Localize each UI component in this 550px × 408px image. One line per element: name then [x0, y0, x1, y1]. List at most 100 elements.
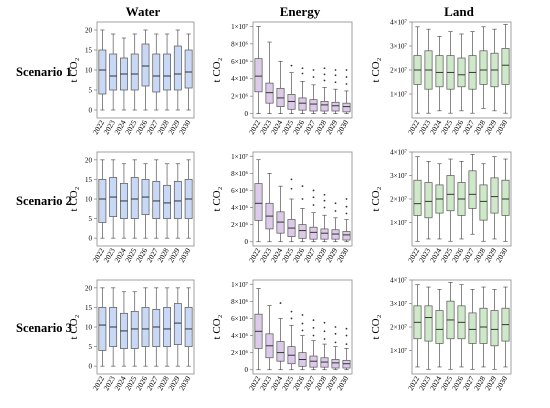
energy-s1-outlier	[323, 73, 326, 76]
energy-s1-outlier	[345, 83, 348, 85]
water-s1-ytick-label: 20	[85, 27, 93, 35]
energy-s1-box	[254, 58, 263, 93]
energy-s3-outlier	[345, 343, 348, 345]
energy-s3-outlier	[312, 319, 315, 322]
energy-s1-outlier	[290, 64, 293, 67]
energy-s2-ytick-label: 6×10⁶	[231, 187, 248, 195]
water-s3-ylabel: t CO₂	[68, 314, 80, 339]
land-s3-ylabel: t CO₂	[370, 314, 382, 339]
land-s3-box	[479, 307, 488, 344]
energy-s1-xtick-label: 2030	[335, 118, 350, 136]
energy-s3-ytick-label: 8×10⁶	[231, 298, 248, 306]
land-s2-ylabel: t CO₂	[370, 186, 382, 211]
land-s2-box	[413, 179, 422, 216]
energy-s1-outlier	[323, 67, 326, 70]
land-s3-box	[468, 312, 477, 344]
energy-s2-outlier	[334, 210, 337, 212]
water-s2-ytick-label: 20	[85, 156, 93, 164]
water-s1-box	[163, 53, 171, 91]
energy-s1-outlier	[301, 67, 304, 70]
land-s1-xtick-label: 2030	[494, 118, 509, 136]
energy-s2-outlier	[301, 198, 304, 200]
land-s1-ytick-label: 1×10⁷	[390, 91, 407, 99]
energy-s1-ytick-label: 6×10⁶	[231, 58, 248, 66]
water-s2-ytick-label: 10	[85, 196, 93, 204]
energy-s1-ytick-label: 2×10⁶	[231, 93, 248, 101]
energy-s1-outlier	[334, 81, 337, 84]
energy-s3-outlier	[301, 314, 304, 316]
water-s1-ylabel: t CO₂	[68, 57, 80, 82]
energy-s2-outlier	[345, 212, 348, 215]
water-s3-box	[173, 303, 182, 345]
land-s2-box	[446, 175, 455, 212]
column-title-water: Water	[125, 4, 161, 19]
energy-s2-ytick-label: 1×10⁷	[231, 153, 248, 161]
energy-s3-outlier	[290, 310, 293, 313]
water-s3-box	[141, 307, 150, 347]
water-s2-ytick-label: 15	[85, 176, 93, 184]
energy-s2-outlier	[323, 199, 326, 202]
land-s1-box	[501, 48, 510, 85]
water-s1-ytick-label: 0	[89, 107, 93, 115]
energy-s3-outlier	[334, 332, 337, 335]
water-s2-box	[98, 179, 107, 223]
water-s1-ytick-label: 5	[89, 87, 93, 95]
water-s1-box	[109, 53, 118, 91]
energy-s2-box	[320, 228, 329, 240]
land-s2-box	[479, 184, 488, 221]
energy-s1-box	[309, 99, 318, 112]
water-s2-box	[173, 181, 182, 219]
land-s3-ytick-label: 1×10⁷	[390, 347, 407, 355]
energy-s3-outlier	[345, 327, 348, 330]
land-s2-ytick-label: 4×10⁷	[390, 149, 407, 157]
land-s3-box	[490, 310, 499, 347]
row-title-scenario-3: Scenario 3	[16, 321, 72, 335]
energy-s3-box	[331, 359, 340, 369]
energy-s2-box	[298, 224, 307, 239]
energy-s2-outlier	[312, 204, 315, 206]
energy-s1-outlier	[323, 79, 326, 82]
energy-s2-outlier	[290, 178, 293, 181]
land-s1-ytick-label: 3×10⁷	[390, 43, 407, 51]
water-s2-ytick-label: 5	[89, 215, 93, 223]
energy-s2-box	[342, 231, 351, 241]
land-s2-box	[424, 182, 433, 219]
land-s2-ytick-label: 1×10⁷	[390, 219, 407, 227]
energy-s1-outlier	[301, 72, 304, 75]
energy-s1-outlier	[345, 69, 348, 71]
energy-s2-ytick-label: 8×10⁶	[231, 170, 248, 178]
land-s1-ylabel: t CO₂	[370, 57, 382, 82]
energy-s3-outlier	[312, 334, 315, 337]
energy-s3-box	[276, 341, 285, 362]
water-s3-xtick-label: 2030	[177, 374, 192, 392]
energy-s2-outlier	[323, 193, 326, 196]
land-s1-ytick-label: 4×10⁷	[390, 19, 407, 27]
energy-s3-outlier	[334, 341, 337, 344]
land-s1-box	[435, 55, 444, 88]
energy-s1-ytick-label: 0	[245, 110, 249, 118]
energy-s2-outlier	[312, 196, 315, 199]
energy-s1-ytick-label: 8×10⁶	[231, 40, 248, 48]
land-s2-ytick-label: 3×10⁷	[390, 172, 407, 180]
energy-s3-ytick-label: 2×10⁶	[231, 349, 248, 357]
water-s1-ytick-label: 10	[85, 67, 93, 75]
energy-s1-frame	[252, 21, 353, 119]
energy-s1-outlier	[345, 76, 348, 78]
column-title-land: Land	[444, 4, 474, 19]
water-s3-box	[184, 307, 193, 347]
water-s1-ytick-label: 15	[85, 47, 93, 55]
water-s1-box	[184, 49, 193, 89]
energy-s3-frame	[252, 279, 353, 375]
energy-s3-ytick-label: 0	[245, 366, 249, 374]
energy-s2-ytick-label: 2×10⁶	[231, 221, 248, 229]
energy-s3-outlier	[279, 302, 282, 304]
water-s3-ytick-label: 5	[89, 343, 93, 351]
energy-s2-outlier	[323, 206, 326, 209]
energy-s3-outlier	[290, 317, 293, 320]
water-s3-ytick-label: 20	[85, 284, 93, 292]
energy-s3-outlier	[323, 330, 326, 333]
energy-s2-ylabel: t CO₂	[211, 186, 223, 211]
energy-s1-box	[331, 101, 340, 112]
water-s1-xtick-label: 2030	[177, 118, 192, 136]
energy-s3-ytick-label: 6×10⁶	[231, 315, 248, 323]
